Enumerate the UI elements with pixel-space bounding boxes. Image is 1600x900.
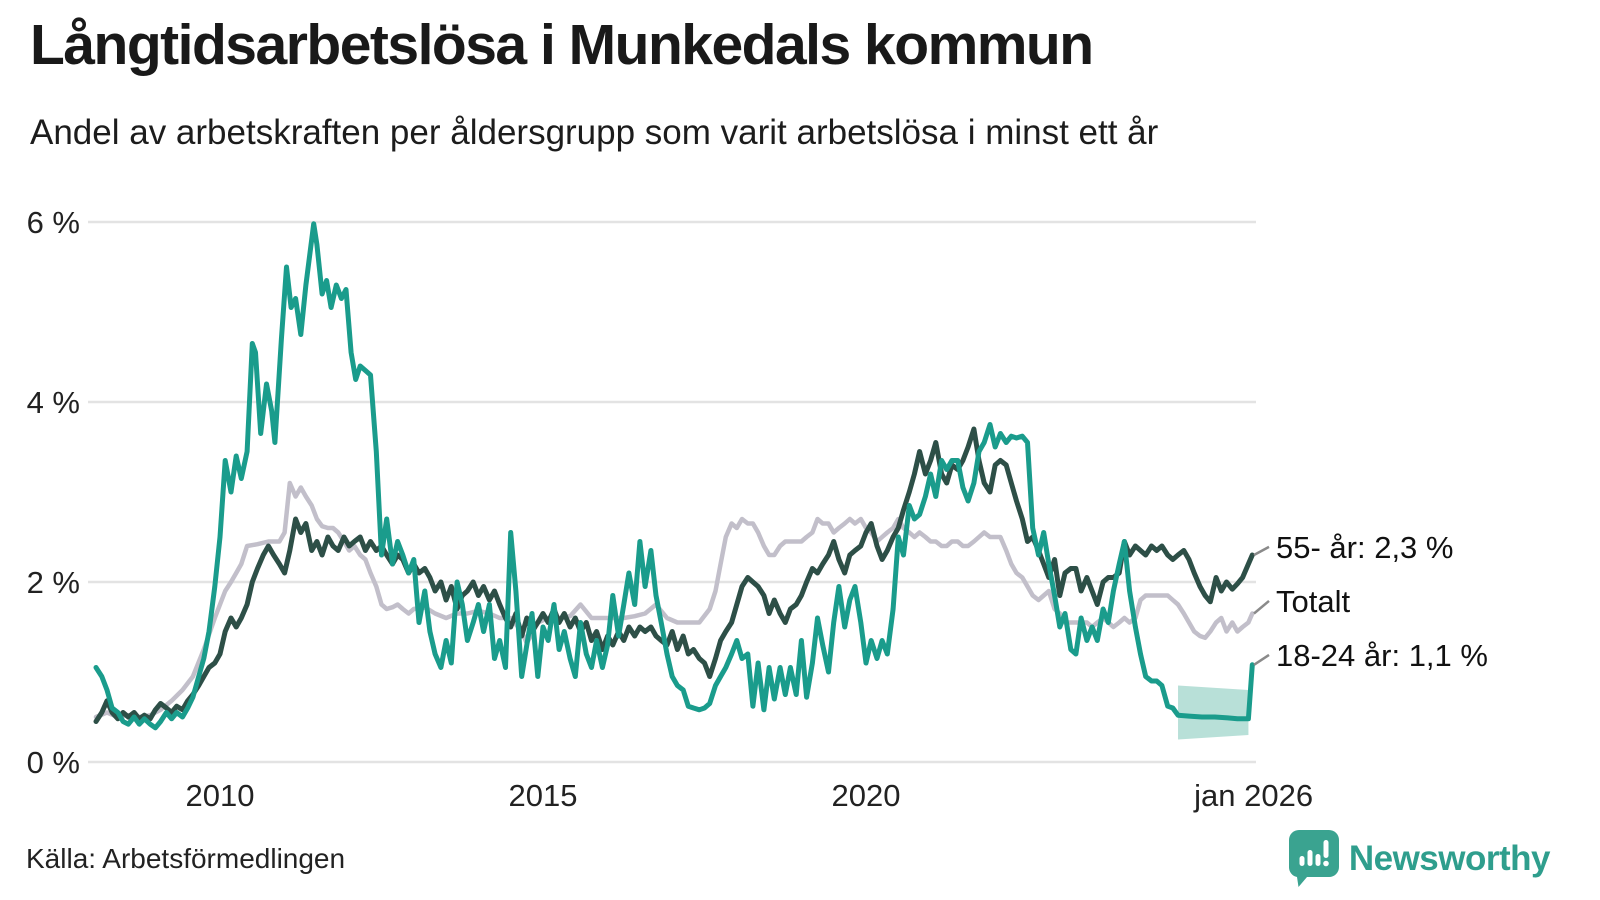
forecast-band <box>1178 685 1249 740</box>
annotation-dash <box>1253 653 1270 666</box>
series-end-label: Totalt <box>1276 584 1350 619</box>
y-tick-label: 2 % <box>27 565 80 600</box>
page-title: Långtidsarbetslösa i Munkedals kommun <box>30 13 1094 77</box>
series-line-18-24-r <box>93 221 1255 731</box>
page-subtitle: Andel av arbetskraften per åldersgrupp s… <box>30 113 1159 152</box>
y-tick-label: 0 % <box>27 745 80 780</box>
newsworthy-logo-icon <box>1288 830 1339 888</box>
x-tick-label: jan 2026 <box>1193 778 1313 813</box>
annotation-dash <box>1253 599 1270 615</box>
newsworthy-brand: Newsworthy <box>1288 830 1551 888</box>
x-tick-label: 2015 <box>509 778 578 813</box>
y-tick-label: 4 % <box>27 385 80 420</box>
y-tick-label: 6 % <box>27 205 80 240</box>
source-note: Källa: Arbetsförmedlingen <box>26 843 346 874</box>
annotation-dash <box>1253 545 1270 557</box>
x-tick-label: 2010 <box>186 778 255 813</box>
series-end-label: 18-24 år: 1,1 % <box>1276 638 1488 673</box>
series-line-totalt <box>93 480 1255 720</box>
series-line-55-r <box>93 426 1255 724</box>
brand-name: Newsworthy <box>1348 839 1551 878</box>
series-end-label: 55- år: 2,3 % <box>1276 530 1453 565</box>
x-tick-label: 2020 <box>832 778 901 813</box>
